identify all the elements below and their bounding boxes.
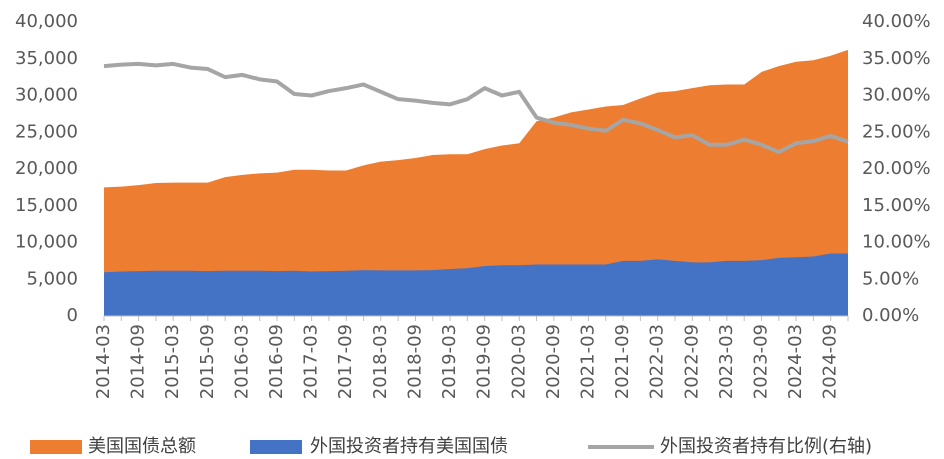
x-tick-label: 2024-03	[785, 324, 806, 399]
legend-label: 外国投资者持有美国国债	[310, 436, 508, 457]
y2-tick-label: 40.00%	[862, 11, 931, 32]
y2-tick-label: 5.00%	[862, 268, 919, 289]
y2-tick-label: 0.00%	[862, 305, 919, 326]
x-tick-label: 2022-09	[681, 324, 702, 399]
line	[103, 61, 849, 155]
x-tick-label: 2023-09	[750, 324, 771, 399]
legend-label: 外国投资者持有比例(右轴)	[660, 436, 872, 457]
y2-tick-label: 20.00%	[862, 158, 931, 179]
y2-tick-label: 35.00%	[862, 48, 931, 69]
y2-tick-label: 30.00%	[862, 85, 931, 106]
x-tick-label: 2017-09	[335, 324, 356, 399]
y2-tick-label: 15.00%	[862, 195, 931, 216]
x-tick-label: 2020-03	[508, 324, 529, 399]
x-tick-label: 2017-03	[301, 324, 322, 399]
y-tick-label: 30,000	[15, 85, 78, 106]
x-tick-label: 2018-09	[404, 324, 425, 399]
y-tick-label: 0	[67, 305, 78, 326]
legend-swatch	[250, 440, 302, 454]
y2-tick-label: 10.00%	[862, 232, 931, 253]
x-tick-label: 2015-03	[162, 324, 183, 399]
y-tick-label: 20,000	[15, 158, 78, 179]
y-tick-label: 15,000	[15, 195, 78, 216]
x-tick-label: 2022-03	[647, 324, 668, 399]
y-tick-label: 5,000	[26, 268, 78, 289]
x-tick-label: 2019-03	[439, 324, 460, 399]
x-tick-label: 2023-03	[716, 324, 737, 399]
x-tick-label: 2021-03	[577, 324, 598, 399]
x-tick-label: 2016-03	[231, 324, 252, 399]
legend-label: 美国国债总额	[88, 436, 196, 457]
x-tick-label: 2014-03	[93, 324, 114, 399]
x-tick-label: 2021-09	[612, 324, 633, 399]
y-tick-label: 10,000	[15, 232, 78, 253]
x-tick-label: 2016-09	[266, 324, 287, 399]
x-tick-label: 2018-03	[370, 324, 391, 399]
y-tick-label: 40,000	[15, 11, 78, 32]
y2-tick-label: 25.00%	[862, 121, 931, 142]
area	[104, 253, 848, 316]
x-tick-label: 2015-09	[197, 324, 218, 399]
legend-swatch	[30, 440, 82, 454]
y-tick-label: 35,000	[15, 48, 78, 69]
area	[104, 49, 848, 317]
x-tick-label: 2019-09	[474, 324, 495, 399]
y-tick-label: 25,000	[15, 121, 78, 142]
x-tick-label: 2014-09	[128, 324, 149, 399]
x-tick-label: 2024-09	[820, 324, 841, 399]
x-tick-label: 2020-09	[543, 324, 564, 399]
